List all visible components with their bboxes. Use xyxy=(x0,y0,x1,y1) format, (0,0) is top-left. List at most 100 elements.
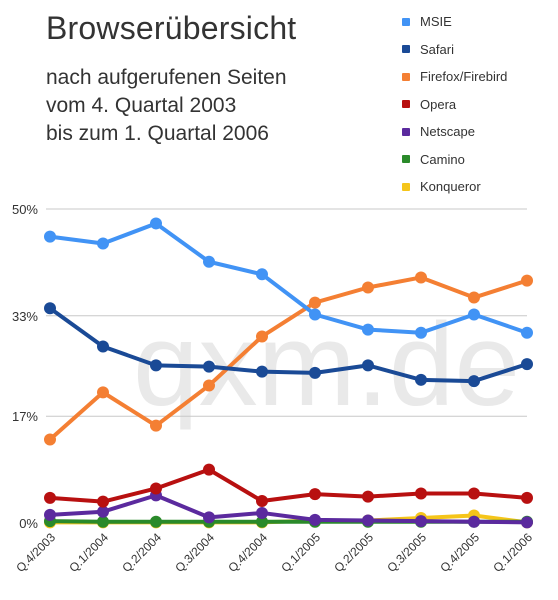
legend-item: Firefox/Firebird xyxy=(402,63,507,91)
x-tick-label: Q.2/2004 xyxy=(119,530,164,575)
data-point xyxy=(362,359,374,372)
data-point xyxy=(203,463,215,476)
subtitle-line: vom 4. Quartal 2003 xyxy=(46,94,237,117)
x-tick-label: Q.1/2006 xyxy=(490,530,535,575)
data-point xyxy=(150,217,162,230)
legend-label: Netscape xyxy=(420,124,475,140)
legend-swatch xyxy=(402,45,410,54)
y-tick-label: 0% xyxy=(19,516,38,531)
data-point xyxy=(362,323,374,336)
x-axis: Q.4/2003 Q.1/2004 Q.2/2004 Q.3/2004 Q.4/2004… xyxy=(13,530,535,575)
data-point xyxy=(468,291,480,304)
legend-item: MSIE xyxy=(402,8,507,36)
data-point xyxy=(362,490,374,503)
data-point xyxy=(203,511,215,524)
data-point xyxy=(468,308,480,321)
data-point xyxy=(309,366,321,379)
data-point xyxy=(97,340,109,353)
legend-label: Opera xyxy=(420,96,457,112)
legend-swatch xyxy=(402,182,410,191)
legend-label: Konqueror xyxy=(420,179,481,195)
data-point xyxy=(97,386,109,399)
chart-title: Browserübersicht xyxy=(46,10,297,46)
data-point xyxy=(521,358,533,371)
data-point xyxy=(309,308,321,321)
x-tick-label: Q.4/2005 xyxy=(437,530,482,575)
data-point xyxy=(150,482,162,495)
series-layer xyxy=(44,217,533,529)
x-tick-label: Q.3/2005 xyxy=(384,530,429,575)
legend-swatch xyxy=(402,100,410,109)
data-point xyxy=(256,268,268,281)
y-tick-label: 17% xyxy=(12,409,38,424)
data-point xyxy=(309,513,321,526)
data-point xyxy=(44,433,56,446)
x-tick-label: Q.4/2003 xyxy=(13,530,58,575)
legend: MSIE Safari Firefox/Firebird Opera Netsc… xyxy=(402,8,507,201)
legend-item: Camino xyxy=(402,146,507,174)
data-point xyxy=(415,271,427,284)
x-tick-label: Q.1/2004 xyxy=(66,530,111,575)
data-point xyxy=(203,255,215,268)
data-point xyxy=(256,365,268,378)
data-point xyxy=(203,360,215,373)
data-point xyxy=(256,506,268,519)
data-point xyxy=(150,515,162,528)
series-line xyxy=(48,275,529,442)
series-netscape xyxy=(44,489,533,529)
legend-swatch xyxy=(402,17,410,26)
data-point xyxy=(256,330,268,343)
legend-swatch xyxy=(402,72,410,81)
data-point xyxy=(521,274,533,287)
series-line xyxy=(48,306,529,384)
legend-label: Firefox/Firebird xyxy=(420,69,508,85)
series-msie xyxy=(44,217,533,339)
data-point xyxy=(468,487,480,500)
legend-item: Opera xyxy=(402,91,507,119)
x-tick-label: Q.1/2005 xyxy=(278,530,323,575)
data-point xyxy=(468,375,480,388)
legend-swatch xyxy=(402,155,410,164)
series-firefox-firebird xyxy=(44,271,533,446)
series-line xyxy=(48,493,529,525)
x-tick-label: Q.3/2004 xyxy=(172,530,217,575)
data-point xyxy=(415,487,427,500)
data-point xyxy=(521,516,533,529)
series-opera xyxy=(44,463,533,508)
series-line xyxy=(48,221,529,335)
data-point xyxy=(44,230,56,243)
data-point xyxy=(521,326,533,339)
legend-item: Konqueror xyxy=(402,173,507,201)
data-point xyxy=(150,359,162,372)
data-point xyxy=(97,515,109,528)
data-point xyxy=(468,515,480,528)
data-point xyxy=(44,491,56,504)
y-tick-label: 50% xyxy=(12,202,38,217)
data-point xyxy=(97,495,109,508)
data-point xyxy=(203,379,215,392)
data-point xyxy=(150,419,162,432)
data-point xyxy=(309,296,321,309)
legend-item: Netscape xyxy=(402,118,507,146)
x-tick-label: Q.2/2005 xyxy=(331,530,376,575)
data-point xyxy=(362,281,374,294)
legend-label: Safari xyxy=(420,41,454,57)
data-point xyxy=(44,302,56,315)
subtitle-line: bis zum 1. Quartal 2006 xyxy=(46,122,269,145)
legend-label: Camino xyxy=(420,151,465,167)
x-tick-label: Q.4/2004 xyxy=(225,530,270,575)
series-safari xyxy=(44,302,533,388)
data-point xyxy=(44,508,56,521)
data-point xyxy=(415,515,427,528)
data-point xyxy=(309,488,321,501)
legend-item: Safari xyxy=(402,36,507,64)
data-point xyxy=(97,505,109,518)
subtitle-line: nach aufgerufenen Seiten xyxy=(46,66,287,89)
chart-subtitle: nach aufgerufenen Seiten vom 4. Quartal … xyxy=(46,64,287,148)
legend-swatch xyxy=(402,127,410,136)
y-tick-label: 33% xyxy=(12,309,38,324)
data-point xyxy=(362,514,374,527)
y-axis: 0% 17% 33% 50% xyxy=(12,202,38,531)
data-point xyxy=(521,491,533,504)
